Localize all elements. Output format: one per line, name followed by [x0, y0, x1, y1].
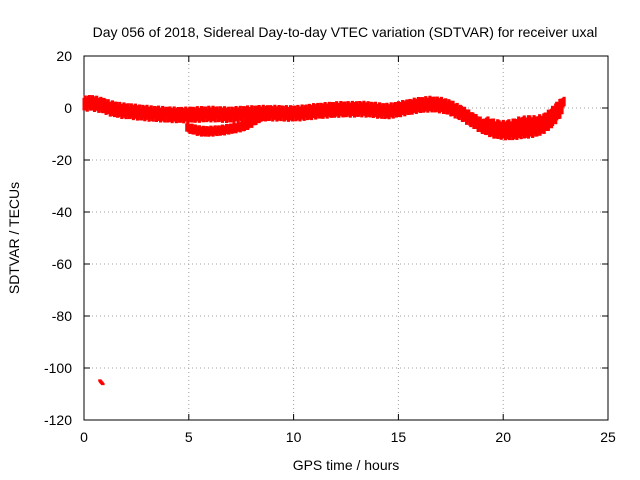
y-axis-label: SDTVAR / TECUs: [6, 182, 22, 294]
data-point: [266, 109, 271, 118]
data-points: [82, 95, 566, 386]
x-axis-label: GPS time / hours: [293, 457, 400, 473]
y-tick-label: -80: [52, 308, 72, 324]
y-tick-label: -100: [44, 360, 72, 376]
series-outlier: [98, 379, 105, 386]
x-tick-label: 0: [80, 429, 88, 445]
data-point: [562, 96, 566, 107]
plot-frame: [83, 55, 609, 421]
y-tick-label: 0: [64, 100, 72, 116]
y-tick-label: -20: [52, 152, 72, 168]
x-tick-label: 15: [391, 429, 407, 445]
series-main-band: [82, 95, 564, 141]
x-tick-label: 20: [495, 429, 511, 445]
x-tick-label: 10: [286, 429, 302, 445]
x-tick-label: 25: [600, 429, 616, 445]
x-tick-label: 5: [185, 429, 193, 445]
series-lower-branch: [185, 109, 271, 137]
y-tick-label: -40: [52, 204, 72, 220]
series-upper-branch: [484, 96, 566, 133]
chart-title: Day 056 of 2018, Sidereal Day-to-day VTE…: [93, 24, 598, 40]
y-tick-label: -120: [44, 412, 72, 428]
y-tick-label: -60: [52, 256, 72, 272]
y-tick-label: 20: [56, 48, 72, 64]
axis-ticks: 0 5 10 15 20 25 20 0 -20 -40 -60 -80 -100 -120: [44, 48, 616, 445]
data-point: [101, 383, 105, 386]
